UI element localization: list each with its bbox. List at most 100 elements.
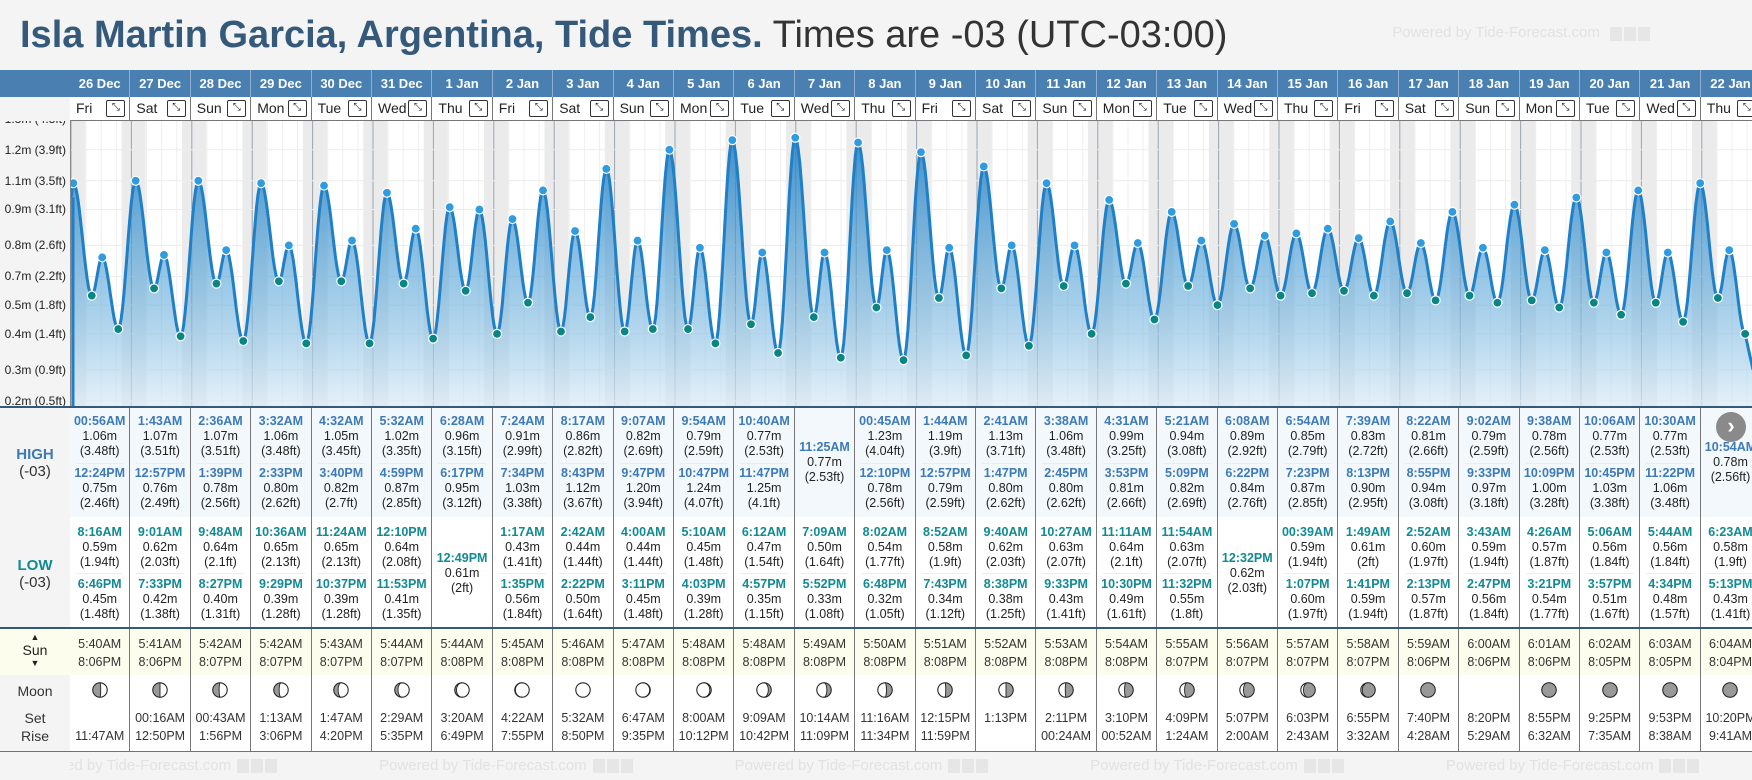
low-entry: 8:02AM 0.54m (1.77ft)	[855, 525, 914, 570]
expand-icon[interactable]: ⤡	[649, 100, 669, 117]
high-time: 11:47PM	[739, 466, 790, 480]
day-of-week: Tue ⤡	[734, 97, 795, 121]
high-tide-point	[1571, 192, 1582, 203]
day-name: Tue	[1586, 100, 1610, 116]
day-of-week: Thu ⤡	[1278, 97, 1339, 121]
timezone-note: Times are -03 (UTC-03:00)	[772, 14, 1228, 56]
moonset-time: 4:22AM	[500, 711, 545, 725]
separator	[1102, 463, 1151, 464]
low-height-ft: (1.41ft)	[1046, 607, 1086, 621]
expand-icon[interactable]: ⤡	[1133, 100, 1153, 117]
low-tide-cell: 12:10PM 0.64m (2.08ft) 11:53PM 0.41m (1.35ft)	[372, 517, 433, 627]
day-name: Sun	[619, 100, 645, 116]
moon-icon-wrap	[1399, 675, 1458, 703]
high-height-m: 1.13m	[988, 429, 1024, 443]
moonset-time: 10:14AM	[799, 711, 850, 725]
expand-icon[interactable]: ⤡	[347, 100, 367, 117]
low-tide-point	[1338, 285, 1350, 296]
high-height-m: 0.96m	[444, 429, 480, 443]
high-entry: 2:41AM 1.13m (3.71ft)	[976, 414, 1035, 459]
high-tide-point	[1477, 242, 1489, 253]
high-time: 1:44AM	[923, 414, 968, 428]
expand-icon[interactable]: ⤡	[1737, 100, 1752, 117]
expand-icon[interactable]: ⤡	[468, 100, 488, 117]
high-tide-point	[537, 185, 549, 196]
day-of-week: Sat ⤡	[976, 97, 1037, 121]
expand-icon[interactable]: ⤡	[710, 100, 730, 117]
sun-cell: 5:46AM 8:08PM	[553, 629, 614, 675]
separator	[1706, 573, 1752, 574]
high-entry: 8:43PM 1.12m (3.67ft)	[553, 466, 612, 511]
expand-icon[interactable]: ⤡	[1495, 100, 1515, 117]
day-of-week: Sun ⤡	[1036, 97, 1097, 121]
day-column: 12 Jan Mon ⤡ 4:31AM 0.99m (3.25ft) 3:53PM 0.81m…	[1096, 70, 1158, 752]
low-tide-cell: 3:43AM 0.59m (1.94ft) 2:47PM 0.56m (1.84ft)	[1459, 517, 1520, 627]
expand-icon[interactable]: ⤡	[166, 100, 186, 117]
low-tide-point	[961, 350, 972, 361]
sun-cell: 5:49AM 8:08PM	[794, 629, 856, 675]
moonrise-time: 6:49PM	[440, 729, 484, 743]
expand-icon[interactable]: ⤡	[589, 100, 609, 117]
expand-icon[interactable]: ⤡	[1616, 100, 1636, 117]
expand-icon[interactable]: ⤡	[529, 100, 549, 117]
low-entry: 1:35PM 0.56m (1.84ft)	[493, 577, 552, 622]
high-time: 6:08AM	[1225, 414, 1270, 428]
high-height-ft: (2.62ft)	[261, 496, 301, 510]
low-height-m: 0.50m	[807, 540, 842, 554]
expand-icon[interactable]: ⤡	[951, 100, 971, 117]
expand-icon[interactable]: ⤡	[1012, 100, 1032, 117]
low-tide-cell: 12:49PM 0.61m (2ft)	[432, 517, 493, 627]
expand-icon[interactable]: ⤡	[1314, 100, 1334, 117]
low-tide-point	[428, 333, 439, 344]
high-time: 10:09PM	[1523, 466, 1575, 480]
day-of-week: Thu ⤡	[855, 97, 916, 121]
low-time: 4:34PM	[1648, 577, 1692, 591]
high-entry: 6:08AM 0.89m (2.92ft)	[1218, 414, 1277, 459]
expand-icon[interactable]: ⤡	[1374, 100, 1394, 117]
expand-icon[interactable]: ⤡	[831, 100, 851, 117]
expand-icon[interactable]: ⤡	[891, 100, 911, 117]
next-button[interactable]: ›	[1716, 412, 1746, 442]
expand-icon[interactable]: ⤡	[1193, 100, 1213, 117]
high-tz: (-03)	[19, 463, 51, 480]
low-tide-cell: 8:52AM 0.58m (1.9ft) 7:43PM 0.34m (1.12ft)	[915, 517, 976, 627]
expand-icon[interactable]: ⤡	[770, 100, 790, 117]
expand-icon[interactable]: ⤡	[106, 100, 126, 117]
expand-icon[interactable]: ⤡	[1435, 100, 1455, 117]
high-height-ft: (2.66ft)	[1106, 496, 1147, 510]
day-of-week: Thu ⤡	[432, 97, 493, 121]
low-height-ft: (1.67ft)	[1589, 607, 1630, 621]
low-entry: 10:27AM 0.63m (2.07ft)	[1036, 525, 1095, 570]
high-height-ft: (2.72ft)	[1348, 444, 1388, 458]
expand-icon[interactable]: ⤡	[1253, 100, 1273, 117]
date-header: 31 Dec	[372, 70, 433, 97]
day-column: 4 Jan Sun ⤡ 9:07AM 0.82m (2.69ft) 9:47PM 1.20m(…	[613, 70, 674, 752]
low-tide-cell: 6:12AM 0.47m (1.54ft) 4:57PM 0.35m (1.15ft)	[734, 517, 795, 627]
expand-icon[interactable]: ⤡	[1676, 100, 1696, 117]
day-of-week: Wed ⤡	[794, 97, 856, 121]
expand-icon[interactable]: ⤡	[227, 100, 247, 117]
high-entry: 8:17AM 0.86m (2.82ft)	[553, 414, 612, 459]
high-entry: 9:38AM 0.78m (2.56ft)	[1520, 414, 1579, 459]
low-tide-point	[1588, 297, 1599, 308]
high-entry: 11:25AM 0.77m (2.53ft)	[795, 440, 854, 485]
y-tick-label: 0.5m (1.8ft)	[4, 298, 66, 313]
expand-icon[interactable]: ⤡	[1555, 100, 1575, 117]
high-entry: 10:30AM 0.77m (2.53ft)	[1640, 414, 1699, 459]
day-name: Fri	[1344, 100, 1361, 116]
expand-icon[interactable]: ⤡	[287, 100, 307, 117]
high-time: 10:30AM	[1644, 414, 1696, 428]
moon-phase-icon	[333, 682, 350, 698]
expand-icon[interactable]: ⤡	[1072, 100, 1092, 117]
sunrise-time: 5:51AM	[923, 637, 967, 651]
high-tide-point	[346, 235, 358, 246]
moon-icon-wrap	[1218, 675, 1277, 703]
day-column: 20 Jan Tue ⤡ 10:06AM 0.77m (2.53ft) 10:45PM 1.0…	[1580, 70, 1641, 752]
date-header: 30 Dec	[311, 70, 372, 97]
day-name: Wed	[1646, 100, 1675, 116]
high-time: 8:22AM	[1406, 414, 1451, 428]
tide-logo-icon	[948, 752, 990, 780]
expand-icon[interactable]: ⤡	[408, 100, 428, 117]
high-entry: 1:47PM 0.80m (2.62ft)	[976, 466, 1035, 511]
moon-phase-icon	[1360, 682, 1376, 698]
